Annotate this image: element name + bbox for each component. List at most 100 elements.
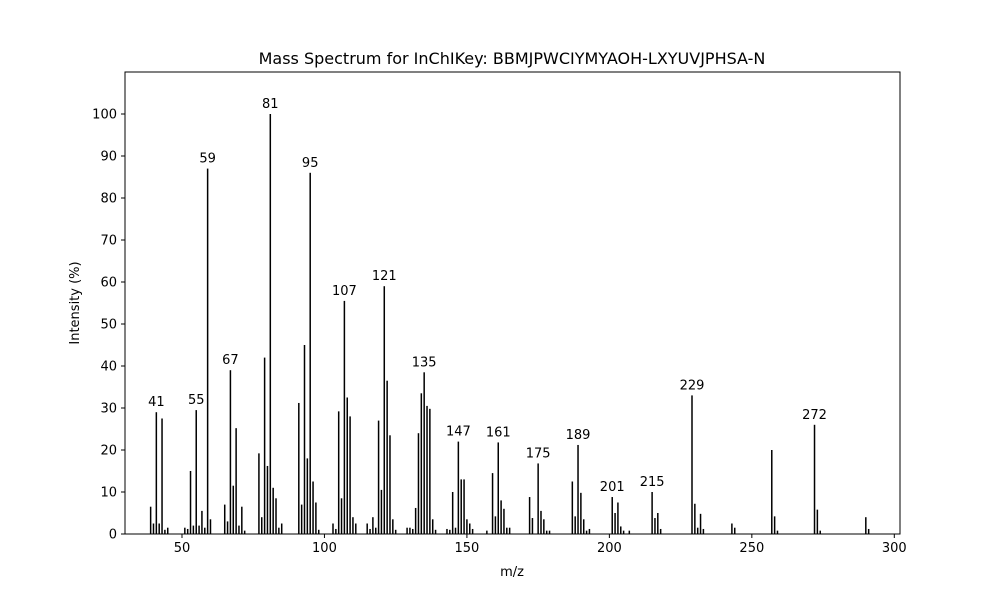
- y-tick-label: 50: [100, 318, 117, 333]
- peak-label: 161: [486, 425, 511, 440]
- peak-bar: [731, 523, 733, 534]
- peak-label: 175: [526, 446, 551, 461]
- y-tick-label: 60: [100, 276, 117, 291]
- peak-bar: [617, 502, 619, 534]
- peak-bar: [192, 525, 195, 534]
- peak-bar: [540, 510, 542, 534]
- peak-bar: [694, 503, 696, 534]
- peak-bar: [429, 408, 431, 534]
- peak-bar: [369, 528, 371, 534]
- peak-bar: [261, 517, 263, 534]
- peak-bar: [243, 530, 246, 534]
- peak-bar: [699, 513, 702, 534]
- peak-bar: [491, 473, 494, 534]
- y-tick-label: 40: [100, 360, 117, 375]
- peak-bar: [209, 519, 212, 534]
- peak-bar: [500, 500, 502, 534]
- peak-bar: [471, 528, 474, 534]
- peak-bar: [457, 441, 460, 534]
- peak-bar: [582, 519, 585, 534]
- peak-bar: [241, 506, 243, 534]
- peak-bar: [528, 497, 531, 534]
- peak-bar: [152, 523, 155, 534]
- peak-label: 55: [188, 393, 205, 408]
- peak-bar: [280, 523, 283, 534]
- peak-bar: [577, 444, 579, 534]
- peak-bar: [696, 527, 699, 534]
- peak-bar: [394, 529, 397, 534]
- peak-bar: [733, 527, 736, 534]
- peak-bar: [349, 416, 351, 534]
- peak-bar: [335, 528, 337, 534]
- peak-bar: [571, 481, 574, 534]
- peak-bar: [184, 527, 186, 534]
- peak-bar: [343, 300, 346, 534]
- peak-bar: [306, 458, 309, 534]
- y-tick-label: 20: [100, 444, 117, 459]
- peak-bar: [417, 433, 420, 534]
- peak-label: 81: [262, 97, 279, 112]
- peak-bar: [580, 492, 582, 534]
- peak-bar: [463, 479, 465, 534]
- y-axis: 0 10 20 30 40 50 60 70 80 90 100: [92, 108, 125, 543]
- peak-bar: [226, 521, 229, 534]
- peak-bar: [332, 523, 334, 534]
- peak-bar: [434, 529, 437, 534]
- peak-bar: [508, 527, 511, 534]
- peak-bar: [409, 527, 411, 534]
- x-axis: 50 100 150 200 250 300: [174, 534, 907, 556]
- peak-bar: [164, 529, 166, 534]
- y-tick-label: 90: [100, 150, 117, 165]
- peak-bar: [235, 428, 237, 534]
- peak-label: 189: [566, 428, 591, 443]
- x-tick-label: 250: [739, 541, 764, 556]
- chart-title: Mass Spectrum for InChIKey: BBMJPWCIYMYA…: [259, 49, 766, 68]
- peak-bar: [620, 526, 622, 534]
- peak-bar: [497, 442, 499, 534]
- peak-bar: [340, 498, 343, 534]
- peak-bar: [195, 410, 197, 534]
- peak-bar: [392, 519, 394, 534]
- peak-bar: [269, 114, 272, 534]
- peak-bar: [155, 412, 158, 534]
- peak-bar: [548, 530, 551, 534]
- peak-bar: [272, 487, 274, 534]
- peak-bar: [451, 492, 454, 534]
- peak-bar: [454, 527, 457, 534]
- plot-frame: [124, 71, 901, 535]
- peak-bar: [374, 527, 377, 534]
- peak-bar: [543, 519, 545, 534]
- peak-bar: [380, 489, 383, 534]
- y-tick-label: 10: [100, 486, 117, 501]
- peak-bar: [431, 519, 434, 534]
- peak-bar: [628, 530, 631, 534]
- peak-bar: [352, 517, 354, 534]
- peak-bar: [449, 529, 451, 534]
- peak-bar: [537, 463, 539, 534]
- peak-label: 121: [372, 269, 397, 284]
- peak-bar: [773, 516, 776, 534]
- peak-bar: [389, 435, 391, 534]
- peak-bar: [819, 530, 821, 534]
- peak-bar: [622, 530, 625, 534]
- peak-bar: [412, 528, 414, 534]
- y-axis-label: Intensity (%): [68, 261, 83, 344]
- peak-bar: [201, 510, 203, 534]
- peak-label: 147: [446, 425, 471, 440]
- y-tick-label: 100: [92, 108, 117, 123]
- peak-label: 59: [199, 152, 216, 167]
- peak-bar: [865, 517, 867, 534]
- peak-bar: [545, 530, 548, 534]
- peak-label: 215: [640, 475, 665, 490]
- peak-bar: [466, 519, 468, 534]
- x-tick-label: 200: [597, 541, 622, 556]
- peak-bar: [574, 516, 576, 534]
- peak-bar: [258, 453, 260, 534]
- peak-label: 135: [412, 355, 437, 370]
- peak-bar: [611, 497, 613, 534]
- peak-bar: [588, 528, 591, 534]
- peak-bar: [494, 516, 497, 534]
- peak-bar: [657, 513, 659, 534]
- peak-bar: [383, 286, 386, 534]
